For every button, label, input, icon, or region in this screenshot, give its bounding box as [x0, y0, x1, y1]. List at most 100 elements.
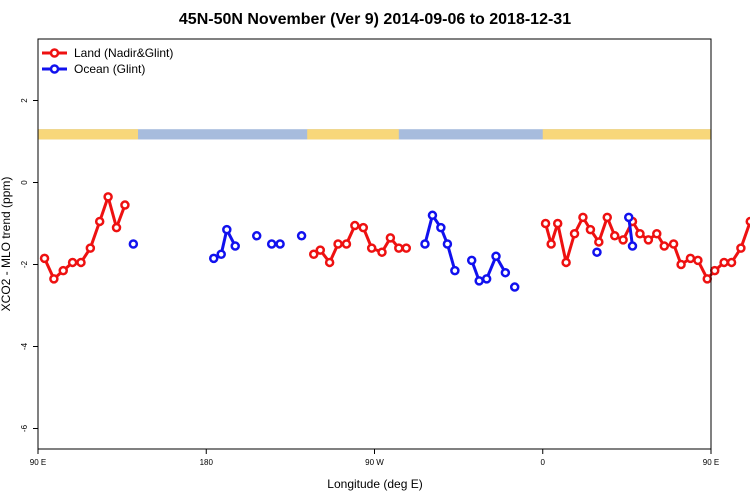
y-axis-label: XCO2 - MLO trend (ppm)	[0, 177, 13, 312]
legend-marker-land	[49, 48, 60, 58]
x-axis: 90 E 180 90 W 0 90 E	[30, 449, 719, 467]
data-point-ocean	[222, 224, 232, 235]
data-point-ocean	[509, 282, 520, 292]
data-point-land	[120, 200, 130, 210]
data-point-land	[394, 243, 404, 253]
data-point-land	[745, 216, 750, 227]
data-point-land	[546, 239, 556, 249]
data-point-land	[552, 218, 563, 229]
series-land	[39, 192, 750, 284]
land-ocean-band	[38, 129, 711, 140]
series-line-land	[312, 224, 407, 264]
data-point-land	[315, 245, 326, 255]
y-tick-label: 0	[20, 180, 29, 185]
data-point-land	[676, 259, 686, 270]
data-point-land	[668, 239, 679, 249]
data-point-ocean	[216, 249, 226, 259]
data-point-ocean	[442, 239, 453, 249]
data-point-land	[324, 257, 335, 268]
data-point-land	[602, 212, 612, 223]
data-point-land	[333, 239, 343, 249]
data-point-ocean	[420, 239, 430, 249]
series-ocean	[128, 210, 638, 292]
x-axis-label: Longitude (deg E)	[327, 477, 422, 491]
data-point-ocean	[592, 247, 602, 257]
data-point-land	[726, 257, 737, 268]
data-point-land	[540, 218, 551, 229]
data-point-land	[635, 229, 645, 239]
data-point-land	[685, 253, 696, 264]
data-point-land	[111, 222, 122, 233]
data-point-land	[377, 247, 387, 257]
data-point-ocean	[251, 231, 262, 241]
data-point-land	[561, 257, 571, 268]
data-point-land	[358, 222, 369, 233]
data-point-ocean	[128, 239, 139, 249]
data-point-ocean	[481, 274, 492, 284]
data-point-land	[609, 231, 620, 241]
x-tick-label: 90 E	[30, 458, 46, 467]
land-band-segment	[307, 129, 399, 140]
data-point-ocean	[266, 239, 277, 249]
legend-marker-ocean	[49, 64, 60, 74]
data-point-land	[643, 235, 654, 245]
series-line-land	[43, 195, 127, 281]
data-point-land	[341, 239, 352, 249]
data-point-ocean	[427, 210, 438, 221]
x-tick-label: 90 E	[703, 458, 719, 467]
data-point-land	[76, 257, 86, 268]
data-point-land	[350, 220, 360, 231]
data-point-ocean	[436, 222, 446, 233]
y-tick-label: 2	[20, 98, 29, 103]
data-point-land	[618, 235, 628, 245]
data-point-land	[736, 243, 746, 253]
data-point-land	[103, 192, 113, 202]
data-point-land	[578, 212, 588, 223]
data-point-land	[693, 255, 703, 266]
data-point-ocean	[491, 251, 501, 262]
data-point-ocean	[230, 241, 240, 251]
data-point-land	[401, 243, 412, 253]
data-point-land	[58, 265, 68, 276]
y-tick-label: -2	[20, 260, 29, 268]
data-point-ocean	[208, 253, 219, 264]
data-point-land	[719, 257, 729, 268]
land-band-segment	[542, 129, 711, 140]
x-tick-label: 180	[200, 458, 214, 467]
series-layer	[39, 192, 750, 292]
data-point-land	[49, 274, 59, 284]
data-point-land	[39, 253, 50, 264]
legend-label-ocean: Ocean (Glint)	[74, 62, 145, 76]
data-point-land	[585, 224, 596, 235]
y-axis: 2 0 -2 -4 -6	[20, 98, 38, 432]
y-tick-label: -4	[20, 342, 29, 350]
data-point-land	[85, 243, 96, 253]
plot-frame	[37, 38, 712, 450]
data-point-land	[67, 257, 78, 268]
data-point-land	[659, 241, 670, 251]
land-band-segment	[38, 129, 139, 140]
data-point-ocean	[296, 231, 307, 241]
data-point-ocean	[275, 239, 285, 249]
data-point-ocean	[474, 276, 484, 286]
data-point-ocean	[500, 267, 511, 278]
data-point-land	[702, 274, 713, 284]
x-tick-label: 90 W	[365, 458, 384, 467]
y-tick-label: -6	[20, 424, 29, 432]
chart-title: 45N-50N November (Ver 9) 2014-09-06 to 2…	[179, 11, 571, 28]
data-point-land	[366, 243, 377, 253]
data-point-land	[94, 216, 105, 227]
legend: Land (Nadir&Glint) Ocean (Glint)	[42, 46, 173, 76]
data-point-land	[385, 233, 396, 243]
series-line-ocean	[627, 217, 634, 247]
data-point-ocean	[466, 255, 477, 266]
data-point-ocean	[450, 265, 460, 276]
data-point-ocean	[627, 241, 638, 251]
data-point-land	[594, 237, 604, 247]
data-point-land	[308, 249, 319, 259]
legend-label-land: Land (Nadir&Glint)	[74, 46, 173, 60]
data-point-ocean	[623, 212, 634, 223]
data-point-land	[569, 229, 580, 239]
data-point-land	[709, 265, 720, 276]
